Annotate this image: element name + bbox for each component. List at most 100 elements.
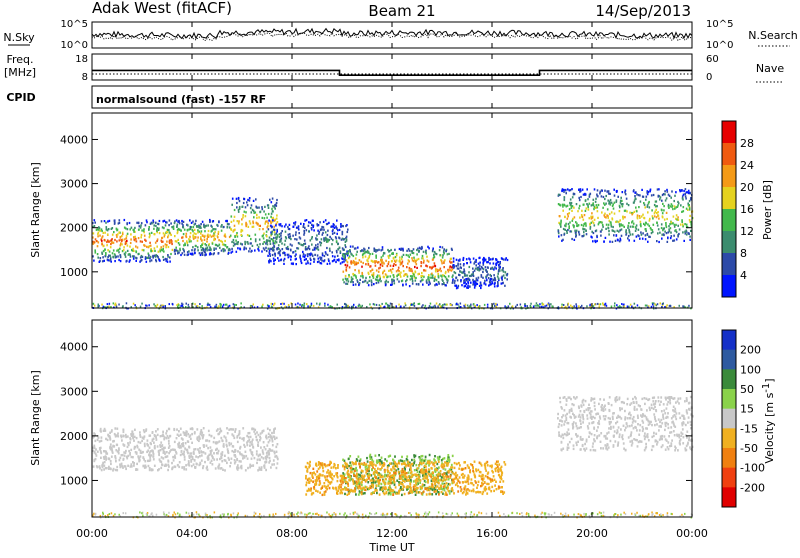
power-cell xyxy=(172,303,174,305)
power-cell xyxy=(151,222,153,224)
velocity-cell xyxy=(268,453,270,455)
power-cell xyxy=(279,252,281,254)
power-cell xyxy=(469,266,471,268)
power-cell xyxy=(119,219,121,221)
power-cell xyxy=(628,235,630,237)
power-cell xyxy=(497,285,499,287)
power-cell xyxy=(307,262,309,264)
power-cell xyxy=(361,272,363,274)
power-cell xyxy=(202,234,204,236)
power-cell xyxy=(194,252,196,254)
velocity-cell xyxy=(219,458,221,460)
power-cell xyxy=(336,220,338,222)
power-cell xyxy=(371,284,373,286)
power-cell xyxy=(436,284,438,286)
power-cell xyxy=(616,190,618,192)
power-cell xyxy=(489,262,491,264)
velocity-cell xyxy=(346,494,348,496)
power-cell xyxy=(265,242,267,244)
power-cell xyxy=(604,198,606,200)
velocity-cell xyxy=(165,432,167,434)
power-cell xyxy=(208,243,210,245)
power-cell xyxy=(121,243,123,245)
power-cell xyxy=(355,257,357,259)
power-cell xyxy=(469,258,471,260)
power-cell xyxy=(110,246,112,248)
velocity-cell xyxy=(201,432,203,434)
velocity-cell xyxy=(167,435,169,437)
power-cell xyxy=(104,249,106,251)
velocity-cell xyxy=(157,434,159,436)
power-cell xyxy=(272,205,274,207)
power-cell xyxy=(630,226,632,228)
power-cell xyxy=(209,234,211,236)
velocity-cell xyxy=(441,482,443,484)
power-cell xyxy=(590,193,592,195)
power-cell xyxy=(122,233,124,235)
power-cell xyxy=(577,210,579,212)
velocity-cell xyxy=(415,455,417,457)
power-cell xyxy=(573,207,575,209)
velocity-cell xyxy=(459,476,461,478)
velocity-cell xyxy=(358,493,360,495)
power-cell xyxy=(416,253,418,255)
power-cell xyxy=(628,204,630,206)
velocity-cell xyxy=(257,459,259,461)
power-cell xyxy=(376,282,378,284)
power-cell xyxy=(656,200,658,202)
power-cell xyxy=(94,219,96,221)
power-cell xyxy=(262,304,264,306)
power-cell xyxy=(255,238,257,240)
velocity-cell xyxy=(272,449,274,451)
power-cell xyxy=(254,249,256,251)
power-cell xyxy=(476,304,478,306)
power-cell xyxy=(368,256,370,258)
velocity-cell xyxy=(355,493,357,495)
power-cell xyxy=(188,304,190,306)
velocity-cell xyxy=(186,431,188,433)
colorbar-swatch xyxy=(722,165,736,188)
velocity-cell xyxy=(234,454,236,456)
power-cell xyxy=(161,249,163,251)
velocity-cell xyxy=(100,430,102,432)
power-cell xyxy=(116,240,118,242)
power-cell xyxy=(383,276,385,278)
power-cell xyxy=(670,197,672,199)
power-cell xyxy=(426,279,428,281)
power-cell xyxy=(243,202,245,204)
power-cell xyxy=(98,304,100,306)
velocity-cell xyxy=(139,434,141,436)
power-cell xyxy=(315,247,317,249)
power-cell xyxy=(168,246,170,248)
power-cell xyxy=(118,231,120,233)
velocity-cell xyxy=(185,468,187,470)
velocity-cell xyxy=(147,444,149,446)
power-cell xyxy=(595,198,597,200)
velocity-cell xyxy=(166,451,168,453)
power-cell xyxy=(306,303,308,305)
velocity-cell xyxy=(349,455,351,457)
power-cell xyxy=(121,235,123,237)
power-cell xyxy=(263,233,265,235)
power-cell xyxy=(604,204,606,206)
power-cell xyxy=(133,239,135,241)
velocity-cell xyxy=(249,445,251,447)
velocity-cell xyxy=(441,491,443,493)
power-heatmap-data xyxy=(92,188,693,310)
power-cell xyxy=(502,267,504,269)
velocity-cell xyxy=(230,462,232,464)
power-cell xyxy=(367,282,369,284)
power-cell xyxy=(385,281,387,283)
power-cell xyxy=(645,305,647,307)
power-cell xyxy=(536,302,538,304)
power-cell xyxy=(242,216,244,218)
power-cell xyxy=(639,194,641,196)
power-cell xyxy=(583,204,585,206)
power-cell xyxy=(285,231,287,233)
velocity-cell xyxy=(394,468,396,470)
velocity-cell xyxy=(251,451,253,453)
power-cell xyxy=(437,306,439,308)
power-cell xyxy=(663,228,665,230)
power-cell xyxy=(116,250,118,252)
power-cell xyxy=(484,280,486,282)
